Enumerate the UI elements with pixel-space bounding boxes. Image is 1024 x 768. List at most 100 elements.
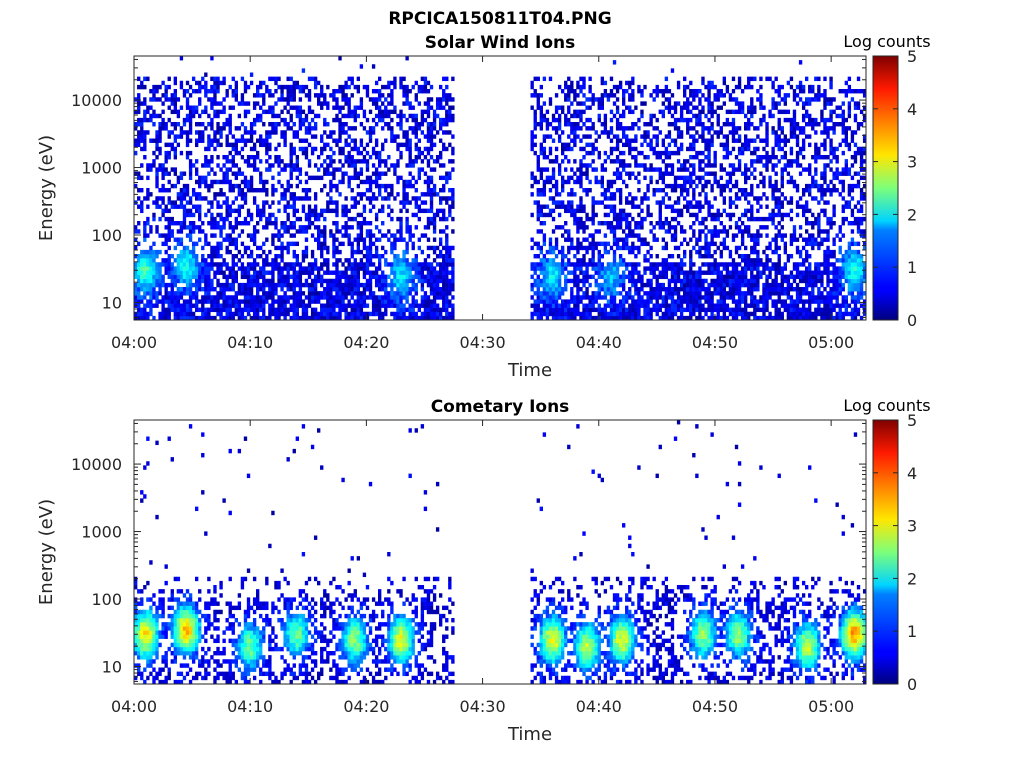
heatmap-cell (222, 122, 226, 127)
heatmap-cell (451, 150, 455, 156)
heatmap-cell (167, 155, 171, 160)
heatmap-cell (542, 295, 547, 300)
heatmap-cell (567, 179, 571, 185)
heatmap-cell (259, 175, 263, 181)
heatmap-cell (414, 80, 418, 86)
heatmap-cell (374, 266, 379, 271)
heatmap-cell (686, 175, 690, 181)
heatmap-cell (341, 212, 345, 218)
heatmap-cell (252, 295, 257, 300)
heatmap-cell (631, 245, 635, 251)
heatmap-cell (640, 150, 644, 156)
heatmap-cell (402, 192, 406, 197)
heatmap-cell (609, 159, 614, 164)
heatmap-cell (640, 315, 644, 321)
heatmap-cell (216, 291, 220, 296)
heatmap-cell (411, 126, 415, 131)
heatmap-cell (274, 113, 278, 119)
heatmap-cell (170, 130, 174, 135)
heatmap-cell (292, 146, 296, 152)
heatmap-cell (551, 266, 556, 271)
heatmap-cell (140, 84, 144, 90)
heatmap-cell (225, 159, 229, 164)
heatmap-cell (164, 266, 168, 271)
heatmap-cell (256, 101, 260, 106)
heatmap-cell (201, 303, 205, 308)
heatmap-cell (378, 258, 382, 263)
heatmap-cell (204, 72, 208, 77)
heatmap-cell (237, 150, 242, 156)
heatmap-cell (134, 150, 138, 156)
heatmap-cell (542, 204, 547, 209)
heatmap-cell (539, 117, 543, 123)
heatmap-cell (429, 204, 434, 209)
heatmap-cell (353, 311, 357, 317)
heatmap-cell (280, 299, 284, 304)
panels: 04:00 04:10 04:20 04:30 04:40 04:50 05:0010100… (36, 32, 931, 745)
heatmap-cell (295, 229, 299, 234)
heatmap-cell (252, 155, 257, 160)
heatmap-cell (277, 307, 281, 313)
heatmap-cell (649, 93, 653, 98)
heatmap-cell (356, 192, 360, 197)
heatmap-cell (533, 109, 537, 115)
heatmap-cell (417, 101, 421, 106)
heatmap-cell (573, 93, 577, 98)
heatmap-cell (625, 299, 629, 304)
heatmap-cell (149, 270, 153, 275)
heatmap-cell (530, 287, 534, 292)
heatmap-cell (661, 89, 665, 94)
heatmap-cell (643, 303, 647, 308)
heatmap-cell (591, 142, 595, 148)
heatmap-cell (188, 311, 193, 317)
heatmap-cell (338, 146, 342, 152)
heatmap-cell (152, 89, 156, 94)
heatmap-cell (667, 282, 672, 288)
heatmap-cell (396, 274, 400, 280)
heatmap-cell (170, 109, 174, 115)
heatmap-cell (329, 155, 333, 160)
heatmap-cell (417, 266, 421, 271)
heatmap-cell (539, 291, 543, 296)
heatmap-cell (539, 208, 543, 214)
heatmap-cell (600, 241, 604, 247)
heatmap-cell (140, 138, 144, 143)
heatmap-cell (652, 97, 656, 102)
heatmap-cell (670, 188, 675, 193)
heatmap-cell (137, 266, 141, 271)
heatmap-cell (262, 93, 266, 98)
heatmap-cell (536, 155, 540, 160)
heatmap-cell (274, 188, 278, 193)
heatmap-cell (313, 122, 318, 127)
heatmap-cell (252, 196, 257, 201)
heatmap-cell (280, 225, 284, 230)
heatmap-cell (347, 216, 351, 222)
heatmap-cell (268, 155, 272, 160)
heatmap-cell (637, 299, 641, 304)
heatmap-cell (335, 183, 339, 189)
heatmap-cell (673, 200, 678, 205)
heatmap-cell (673, 262, 678, 267)
heatmap-cell (411, 196, 415, 201)
heatmap-cell (399, 109, 403, 115)
heatmap-cell (249, 262, 254, 267)
heatmap-cell (548, 150, 553, 156)
heatmap-cell (188, 291, 193, 296)
heatmap-cell (329, 282, 333, 288)
heatmap-cell (542, 307, 547, 313)
heatmap-cell (228, 113, 232, 119)
heatmap-cell (564, 155, 568, 160)
heatmap-cell (158, 262, 162, 267)
heatmap-cell (536, 97, 540, 102)
heatmap-cell (371, 196, 376, 201)
heatmap-cell (420, 192, 425, 197)
heatmap-cell (423, 266, 428, 271)
heatmap-cell (283, 315, 287, 321)
heatmap-cell (561, 291, 565, 296)
heatmap-cell (286, 249, 290, 255)
heatmap-cell (448, 270, 452, 275)
heatmap-cell (243, 291, 248, 296)
heatmap-cell (289, 159, 293, 164)
heatmap-cell (384, 282, 388, 288)
heatmap-cell (317, 93, 321, 98)
